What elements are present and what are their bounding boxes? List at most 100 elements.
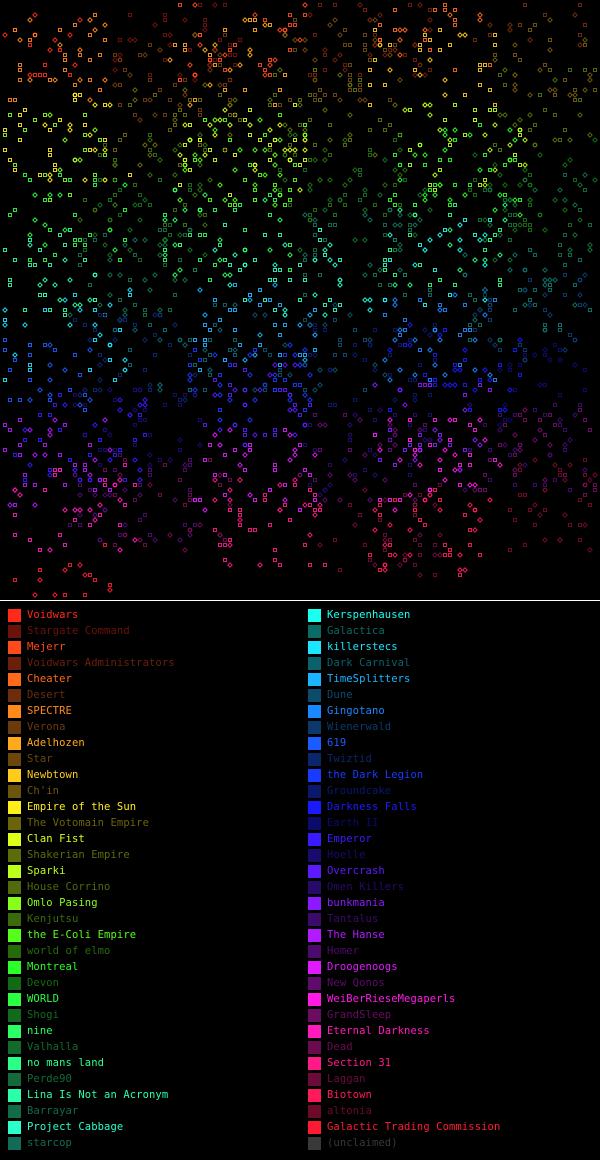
star-system	[343, 43, 347, 47]
legend-item: The Hanse	[308, 927, 600, 943]
planet-marker	[447, 242, 453, 248]
planet-marker	[47, 432, 53, 438]
star-system	[258, 303, 262, 307]
planet-marker	[92, 27, 98, 33]
planet-marker	[437, 232, 443, 238]
star-system	[73, 213, 77, 217]
star-system	[583, 68, 587, 72]
planet-marker	[222, 52, 228, 58]
planet-marker	[242, 17, 248, 23]
star-system	[468, 293, 472, 297]
star-system	[353, 328, 357, 332]
planet-marker	[172, 147, 178, 153]
star-system	[93, 338, 97, 342]
star-system	[53, 168, 57, 172]
star-system	[358, 78, 362, 82]
legend-label: Homer	[327, 945, 360, 957]
legend-item: SPECTRE	[8, 703, 303, 719]
planet-marker	[132, 87, 138, 93]
star-system	[578, 538, 582, 542]
planet-marker	[152, 272, 158, 278]
star-system	[163, 238, 167, 242]
star-system	[13, 578, 17, 582]
legend-item: world of elmo	[8, 943, 303, 959]
planet-marker	[137, 217, 143, 223]
star-system	[373, 273, 377, 277]
star-system	[303, 468, 307, 472]
star-system	[418, 518, 422, 522]
planet-marker	[572, 92, 578, 98]
star-system	[263, 133, 267, 137]
planet-marker	[247, 492, 253, 498]
star-system	[183, 223, 187, 227]
planet-marker	[482, 132, 488, 138]
planet-marker	[382, 52, 388, 58]
planet-marker	[242, 387, 248, 393]
star-system	[413, 378, 417, 382]
planet-marker	[47, 47, 53, 53]
star-system	[13, 513, 17, 517]
planet-marker	[442, 127, 448, 133]
star-system	[588, 308, 592, 312]
planet-marker	[287, 132, 293, 138]
planet-marker	[312, 292, 318, 298]
planet-marker	[197, 442, 203, 448]
star-system	[383, 263, 387, 267]
star-system	[13, 28, 17, 32]
star-system	[203, 338, 207, 342]
planet-marker	[382, 157, 388, 163]
planet-marker	[532, 142, 538, 148]
star-system	[403, 328, 407, 332]
planet-marker	[497, 232, 503, 238]
star-system	[483, 488, 487, 492]
planet-marker	[72, 467, 78, 473]
star-system	[53, 253, 57, 257]
planet-marker	[297, 187, 303, 193]
planet-marker	[212, 392, 218, 398]
planet-marker	[182, 277, 188, 283]
star-system	[93, 273, 97, 277]
planet-marker	[147, 137, 153, 143]
planet-marker	[107, 387, 113, 393]
planet-marker	[582, 467, 588, 473]
star-system	[353, 473, 357, 477]
star-system	[58, 233, 62, 237]
star-system	[163, 258, 167, 262]
star-system	[248, 108, 252, 112]
legend-swatch	[308, 1136, 321, 1150]
planet-marker	[122, 532, 128, 538]
star-system	[28, 368, 32, 372]
star-system	[593, 68, 597, 72]
planet-marker	[92, 492, 98, 498]
star-system	[58, 173, 62, 177]
star-system	[403, 293, 407, 297]
planet-marker	[177, 72, 183, 78]
star-system	[563, 173, 567, 177]
planet-marker	[87, 97, 93, 103]
planet-marker	[362, 487, 368, 493]
star-system	[558, 393, 562, 397]
star-system	[188, 183, 192, 187]
planet-marker	[482, 237, 488, 243]
star-system	[178, 78, 182, 82]
star-system	[263, 348, 267, 352]
star-system	[228, 263, 232, 267]
star-system	[303, 278, 307, 282]
planet-marker	[342, 182, 348, 188]
legend-swatch	[8, 1008, 21, 1022]
planet-marker	[247, 297, 253, 303]
planet-marker	[112, 247, 118, 253]
planet-marker	[182, 122, 188, 128]
planet-marker	[72, 402, 78, 408]
planet-marker	[417, 72, 423, 78]
planet-marker	[192, 192, 198, 198]
star-system	[453, 18, 457, 22]
star-system	[253, 528, 257, 532]
star-system	[293, 483, 297, 487]
planet-marker	[412, 457, 418, 463]
star-system	[483, 423, 487, 427]
star-system	[268, 148, 272, 152]
planet-marker	[132, 457, 138, 463]
planet-marker	[512, 137, 518, 143]
star-system	[148, 203, 152, 207]
